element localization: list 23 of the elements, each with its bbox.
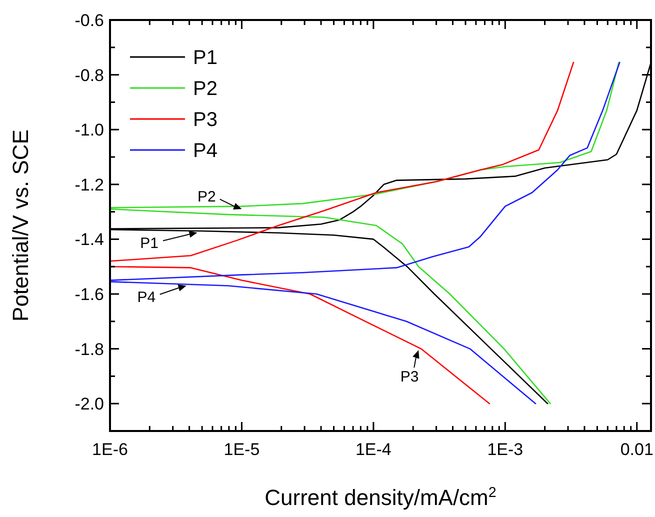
legend-label: P4 bbox=[193, 140, 218, 162]
y-tick-label: -1.6 bbox=[74, 284, 104, 304]
x-tick-label: 1E-3 bbox=[487, 440, 524, 459]
x-axis-title: Current density/mA/cm$^{2}$ bbox=[264, 485, 496, 510]
x-tick-label: 1E-6 bbox=[92, 440, 128, 459]
x-tick-label: 1E-4 bbox=[355, 440, 392, 459]
y-tick-label: -1.4 bbox=[74, 230, 104, 250]
legend-label: P2 bbox=[193, 78, 218, 100]
annotation: P1 bbox=[140, 234, 158, 252]
legend-label: P1 bbox=[193, 47, 218, 69]
annotation: P4 bbox=[137, 289, 156, 306]
y-axis-title: Potential/V vs. SCE bbox=[8, 130, 33, 322]
annotation: P2 bbox=[198, 188, 216, 206]
y-tick-label: -0.6 bbox=[74, 10, 104, 30]
x-tick-label: 1E-5 bbox=[224, 440, 260, 459]
y-tick-label: -1.2 bbox=[74, 175, 104, 194]
y-tick-label: -0.8 bbox=[74, 66, 104, 85]
annotation: P3 bbox=[400, 368, 419, 386]
y-tick-label: -1.8 bbox=[74, 340, 104, 359]
x-tick-label: 0.01 bbox=[620, 440, 654, 459]
legend-label: P3 bbox=[193, 109, 218, 131]
y-tick-label: -2.0 bbox=[74, 394, 104, 414]
y-tick-label: -1.0 bbox=[74, 120, 104, 140]
